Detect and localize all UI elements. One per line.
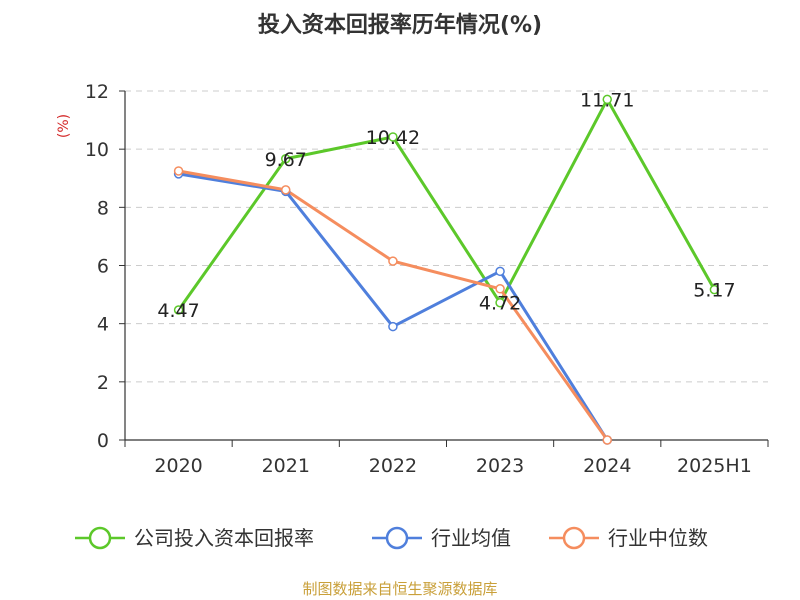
x-tick-label: 2020: [154, 455, 202, 477]
data-point: [495, 266, 505, 277]
axes: [119, 90, 769, 447]
data-point: [495, 284, 505, 294]
legend-marker-1: [385, 526, 409, 550]
series-points: [173, 94, 720, 445]
data-label: 5.17: [693, 280, 735, 302]
data-label: 4.72: [479, 293, 521, 315]
data-point: [495, 297, 505, 308]
data-label: 4.47: [157, 300, 199, 322]
legend-label-0: 公司投入资本回报率: [134, 526, 314, 550]
data-point: [173, 166, 184, 176]
data-label: 10.42: [366, 127, 420, 149]
data-label: 9.67: [265, 149, 307, 171]
series-line-0: [177, 97, 716, 311]
x-tick-label: 2023: [476, 455, 524, 477]
x-tick-label: 2025H1: [677, 455, 752, 477]
data-point: [173, 305, 184, 315]
gridlines: [125, 90, 768, 383]
series-line-1: [178, 172, 609, 441]
data-point: [709, 284, 720, 295]
legend-label-1: 行业均值: [431, 526, 511, 550]
data-label: 11.71: [580, 89, 634, 111]
y-tick-label: 10: [85, 139, 109, 161]
x-tick-label: 2022: [369, 455, 417, 477]
y-axis-unit: (%): [56, 114, 72, 138]
legend-label-2: 行业中位数: [608, 526, 708, 550]
data-point: [602, 435, 612, 445]
data-labels: 4.47 9.67 10.42 4.72 11.71 5.17: [157, 89, 735, 322]
data-point: [388, 256, 398, 266]
y-tick-label: 6: [97, 256, 109, 278]
x-tick-labels: 2020 2021 2022 2023 2024 2025H1: [154, 455, 751, 477]
series-line-2: [178, 169, 609, 441]
y-tick-label: 2: [97, 372, 109, 394]
legend-marker-2: [562, 526, 586, 550]
chart-title: 投入资本回报率历年情况(%): [258, 12, 542, 38]
data-point: [388, 132, 398, 142]
y-tick-label: 8: [97, 197, 109, 219]
data-point: [281, 154, 291, 164]
legend: 公司投入资本回报率 行业均值 行业中位数: [75, 526, 708, 550]
y-tick-label: 0: [97, 430, 109, 452]
x-tick-label: 2021: [262, 455, 310, 477]
y-tick-labels: 0 2 4 6 8 10 12: [85, 81, 109, 452]
data-point: [281, 185, 291, 195]
data-point: [602, 94, 612, 105]
series-lines: [177, 97, 716, 441]
x-tick-label: 2024: [583, 455, 631, 477]
y-tick-label: 4: [97, 314, 109, 336]
source-note: 制图数据来自恒生聚源数据库: [302, 580, 497, 598]
y-tick-label: 12: [85, 81, 109, 103]
data-point: [388, 321, 398, 332]
legend-marker-0: [88, 526, 112, 550]
